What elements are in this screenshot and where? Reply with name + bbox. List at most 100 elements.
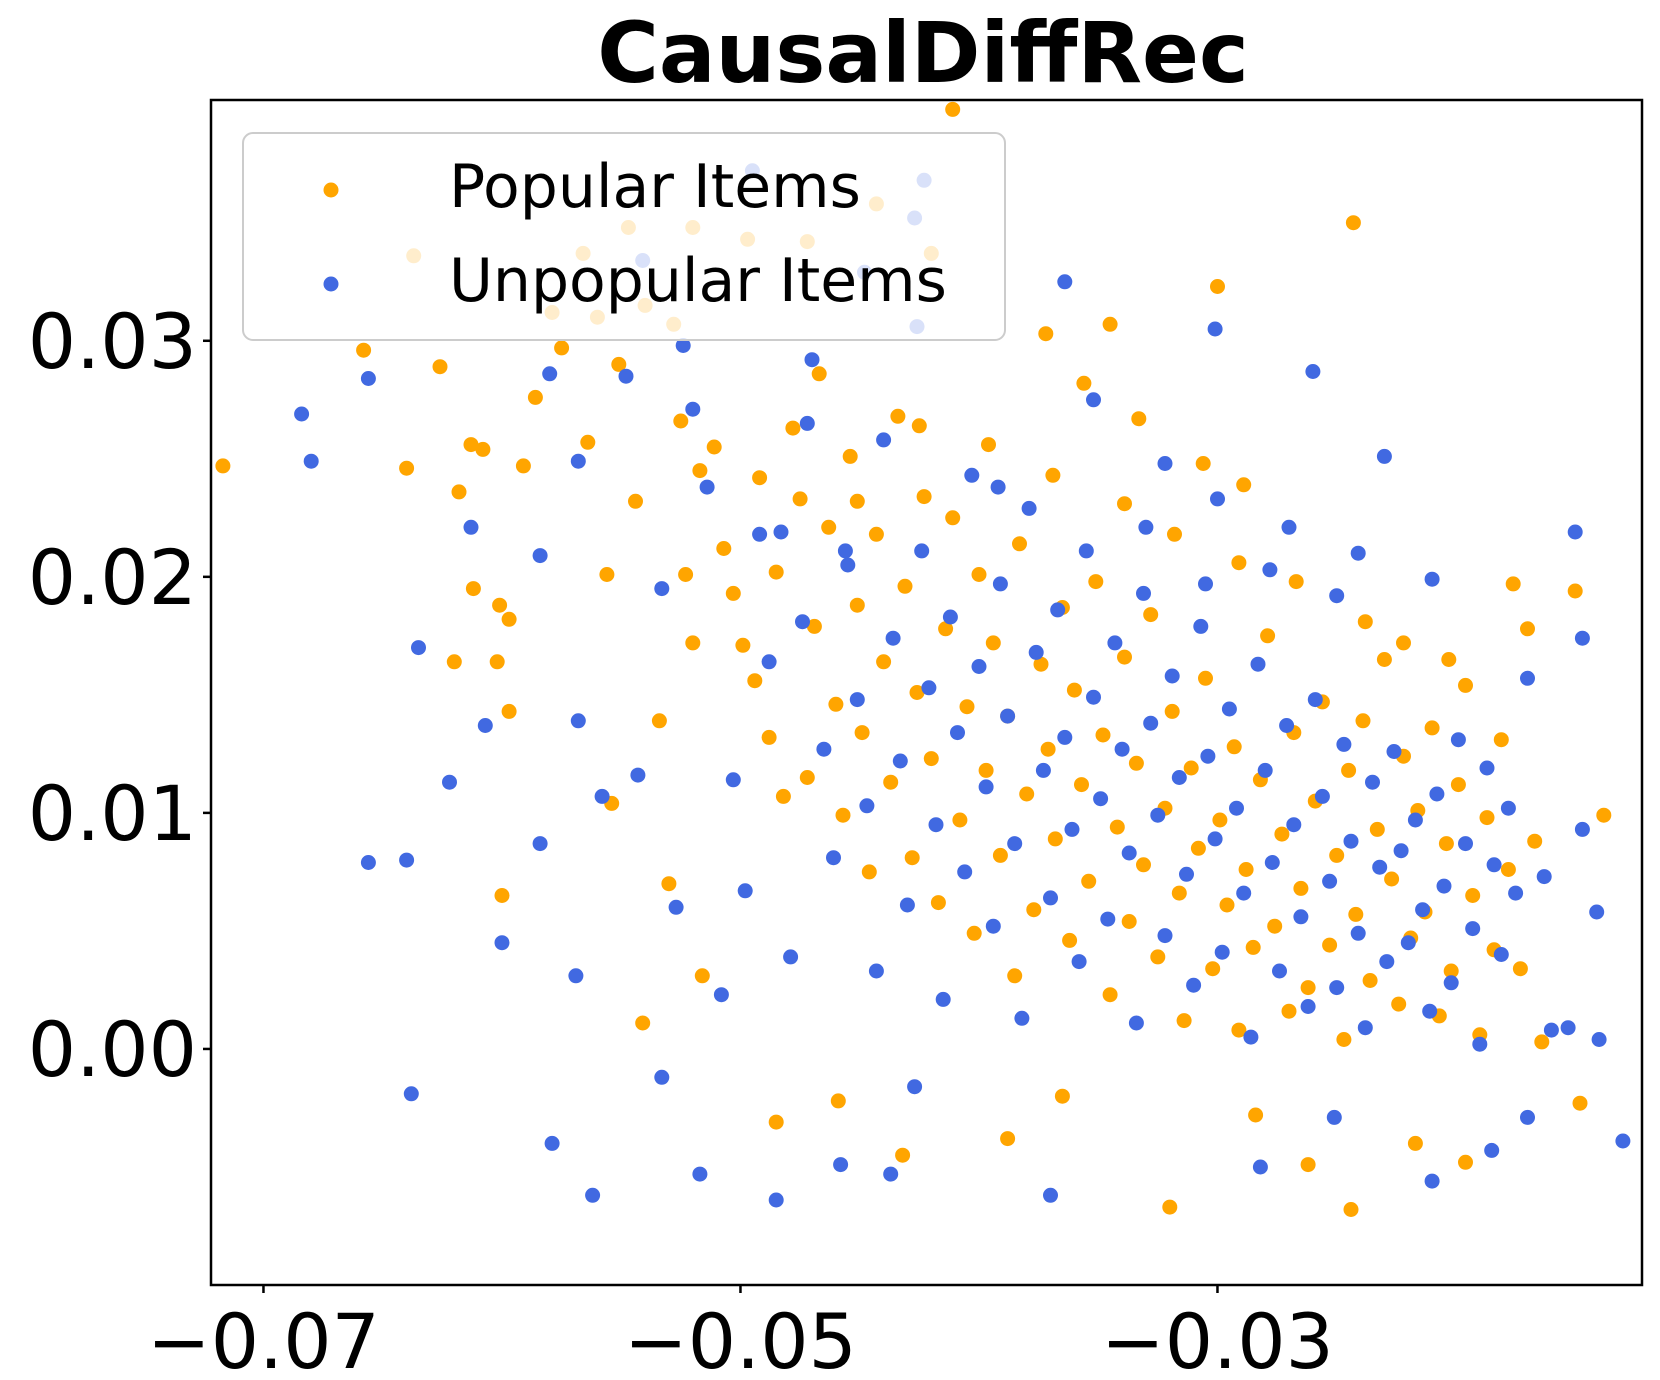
- unpopular-item-point: [1350, 925, 1366, 941]
- popular-item-point: [1396, 635, 1411, 651]
- popular-item-point: [1357, 614, 1373, 630]
- unpopular-item-point: [849, 692, 865, 708]
- popular-item-point: [1479, 810, 1495, 826]
- popular-item-point: [554, 340, 570, 356]
- popular-item-point: [1281, 1003, 1297, 1019]
- unpopular-item-point: [360, 371, 376, 386]
- unpopular-item-point: [816, 741, 832, 757]
- unpopular-item-point: [1567, 524, 1583, 540]
- unpopular-item-point: [1376, 448, 1392, 464]
- popular-item-point: [1219, 897, 1235, 913]
- unpopular-item-point: [399, 852, 415, 868]
- x-tick-label: −0.03: [1101, 1297, 1334, 1375]
- unpopular-item-point: [1300, 999, 1316, 1014]
- popular-item-point: [1288, 574, 1304, 590]
- unpopular-item-point: [761, 654, 777, 670]
- popular-item-point: [1081, 873, 1097, 889]
- popular-item-point: [861, 864, 877, 880]
- unpopular-item-point: [463, 519, 479, 535]
- popular-item-point: [1274, 826, 1290, 842]
- popular-item-point: [1210, 279, 1225, 294]
- popular-item-point: [1500, 862, 1516, 877]
- unpopular-item-point: [1138, 519, 1154, 535]
- unpopular-item-point: [618, 368, 634, 384]
- popular-item-point: [1260, 628, 1276, 644]
- popular-item-point: [1596, 807, 1612, 823]
- unpopular-item-point: [360, 855, 376, 870]
- popular-item-point: [1458, 1154, 1473, 1170]
- unpopular-item-point: [1589, 904, 1605, 920]
- popular-item-point: [811, 366, 827, 382]
- popular-item-point: [835, 807, 851, 823]
- popular-item-point: [1369, 821, 1385, 837]
- unpopular-item-point: [1100, 911, 1116, 927]
- unpopular-item-point: [1458, 836, 1473, 852]
- unpopular-item-point: [1484, 1142, 1500, 1158]
- unpopular-item-point: [1543, 1022, 1559, 1038]
- unpopular-item-point: [1179, 866, 1194, 882]
- unpopular-item-point: [1465, 921, 1481, 937]
- unpopular-item-point: [1207, 831, 1223, 847]
- unpopular-item-point: [1071, 954, 1087, 970]
- legend-label-popular: Popular Items: [449, 152, 861, 222]
- unpopular-item-point: [1424, 1173, 1440, 1189]
- unpopular-item-point: [837, 543, 853, 559]
- unpopular-item-point: [570, 713, 586, 729]
- unpopular-item-point: [1229, 800, 1244, 816]
- unpopular-item-point: [1329, 588, 1345, 604]
- popular-item-point: [849, 597, 865, 613]
- popular-item-point: [1450, 777, 1466, 793]
- popular-item-point: [611, 356, 627, 372]
- unpopular-item-point: [1021, 500, 1037, 516]
- unpopular-item-point: [833, 1157, 849, 1173]
- popular-item-point: [952, 812, 968, 828]
- unpopular-item-point: [1307, 692, 1323, 708]
- popular-item-point: [966, 925, 982, 941]
- unpopular-item-point: [294, 406, 310, 422]
- popular-item-point: [399, 460, 415, 476]
- popular-item-point: [1527, 833, 1543, 849]
- popular-item-point: [1293, 880, 1309, 896]
- y-tick-label: 0.00: [28, 1005, 197, 1094]
- popular-item-point: [1074, 777, 1089, 793]
- unpopular-item-point: [1329, 980, 1345, 996]
- unpopular-item-point: [1305, 364, 1321, 379]
- unpopular-item-point: [1343, 833, 1359, 849]
- unpopular-item-point: [859, 798, 875, 814]
- unpopular-item-point: [654, 581, 670, 597]
- unpopular-item-point: [1086, 689, 1101, 705]
- unpopular-item-point: [1591, 1032, 1607, 1047]
- popular-item-point: [451, 484, 467, 500]
- popular-item-point: [1226, 739, 1242, 755]
- unpopular-item-point: [1365, 774, 1380, 790]
- y-axis: 0.00 0.01 0.02 0.03: [28, 297, 211, 1094]
- unpopular-item-point: [752, 526, 768, 542]
- unpopular-item-point: [1520, 1109, 1535, 1125]
- unpopular-item-point: [699, 479, 715, 495]
- unpopular-item-point: [542, 366, 558, 382]
- popular-item-point: [651, 713, 667, 729]
- unpopular-item-point: [799, 415, 815, 431]
- popular-item-point: [725, 585, 741, 601]
- popular-item-point: [1245, 939, 1261, 955]
- unpopular-item-point: [668, 899, 684, 915]
- unpopular-item-point: [1150, 807, 1166, 823]
- popular-item-point: [1136, 857, 1151, 873]
- popular-item-point: [580, 434, 596, 450]
- unpopular-item-point: [1424, 571, 1440, 587]
- axes-frame: [209, 98, 1644, 1287]
- popular-item-point: [1438, 836, 1454, 852]
- popular-item-point: [1493, 732, 1509, 748]
- unpopular-item-point: [1210, 491, 1225, 507]
- unpopular-item-point: [1193, 618, 1209, 634]
- unpopular-item-point: [928, 817, 944, 833]
- popular-item-point: [1121, 914, 1137, 929]
- unpopular-item-point: [692, 1166, 708, 1182]
- popular-item-point: [938, 621, 954, 637]
- popular-item-point: [1348, 906, 1364, 922]
- popular-item-point: [1300, 980, 1316, 996]
- unpopular-item-point: [1043, 890, 1058, 906]
- popular-item-point: [1176, 1013, 1192, 1029]
- popular-item-point: [1195, 456, 1211, 471]
